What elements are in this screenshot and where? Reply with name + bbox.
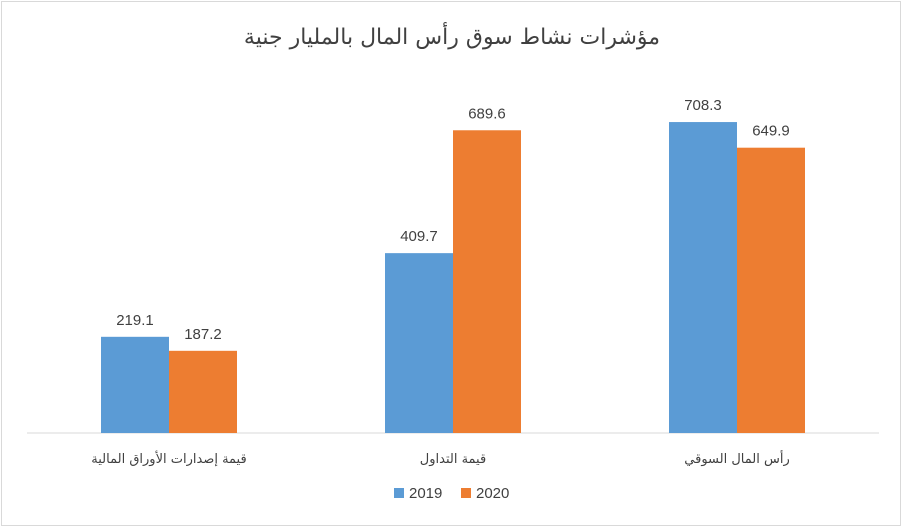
data-label-2020-1: 187.2 — [184, 326, 222, 343]
data-label-2020-3: 649.9 — [752, 123, 790, 140]
legend: 2019 2020 — [394, 485, 509, 502]
bar-2020-1 — [169, 350, 237, 433]
plot-area: 219.1 187.2 قيمة إصدارات الأوراق المالية 40… — [27, 97, 879, 467]
data-label-2020-2: 689.6 — [468, 105, 506, 122]
legend-swatch-2020 — [461, 488, 471, 498]
legend-label-2020: 2020 — [476, 485, 509, 502]
legend-swatch-2019 — [394, 488, 404, 498]
data-label-2019-3: 708.3 — [684, 97, 722, 114]
legend-item-2019: 2019 — [394, 485, 442, 502]
bar-2019-1 — [101, 336, 169, 433]
bar-2020-2 — [453, 130, 521, 433]
data-label-2019-1: 219.1 — [116, 312, 154, 329]
data-label-2019-2: 409.7 — [400, 228, 438, 245]
category-label-3: رأس المال السوقي — [684, 450, 789, 467]
category-label-2: قيمة التداول — [420, 452, 486, 467]
chart-title: مؤشرات نشاط سوق رأس المال بالمليار جنية — [244, 22, 660, 50]
category-label-1: قيمة إصدارات الأوراق المالية — [91, 450, 246, 467]
legend-label-2019: 2019 — [409, 485, 442, 502]
bar-2019-3 — [669, 122, 737, 433]
bar-2019-2 — [385, 253, 453, 433]
bar-2020-3 — [737, 147, 805, 433]
legend-item-2020: 2020 — [461, 485, 509, 502]
